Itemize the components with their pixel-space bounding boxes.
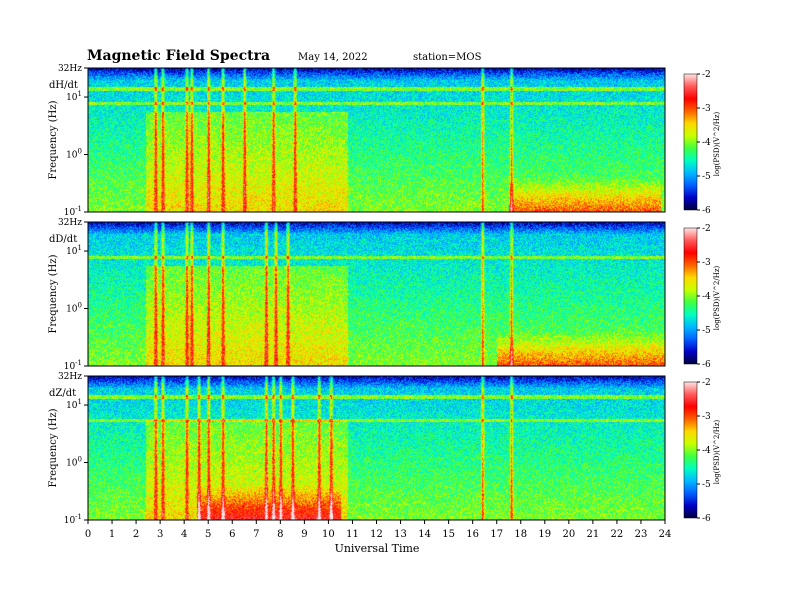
y-tick-exponent: 1	[78, 398, 82, 406]
x-tick-label: 8	[277, 529, 283, 540]
y-tick-exponent: 1	[78, 244, 82, 252]
x-tick-label: 21	[587, 529, 600, 540]
x-axis: 0 1 2 3 4 5 6 7 8 9 10 11 12 13 14 15 16 17 18 19 20 21 22 23 24	[85, 520, 672, 540]
colorbar-tick-label: -5	[702, 326, 711, 336]
x-tick-label: 10	[322, 529, 335, 540]
colorbar-label: log(PSD)(V^2/Hz)	[713, 111, 721, 176]
x-tick-label: 4	[181, 529, 187, 540]
colorbar-tick-label: -6	[702, 360, 711, 370]
x-tick-label: 1	[109, 529, 115, 540]
colorbar	[683, 73, 698, 211]
panel-label: dZ/dt	[49, 388, 76, 399]
y-tick-label: 10-1	[64, 205, 82, 218]
x-tick-label: 9	[301, 529, 307, 540]
x-tick-label: 16	[466, 529, 479, 540]
colorbar-tick-label: -4	[702, 446, 711, 456]
spectrogram-image	[88, 68, 665, 212]
spectrogram-image	[88, 222, 665, 366]
x-tick-label: 11	[346, 529, 359, 540]
x-tick-label: 7	[253, 529, 259, 540]
y-tick-label: 32Hz	[58, 218, 82, 228]
y-tick-exponent: -1	[75, 359, 82, 367]
station-label: station=MOS	[413, 52, 482, 63]
y-tick-exponent: 0	[78, 148, 82, 156]
y-tick-exponent: 1	[78, 90, 82, 98]
y-tick-label: 32Hz	[58, 372, 82, 382]
y-tick-label: 100	[66, 148, 82, 161]
x-tick-label: 0	[85, 529, 91, 540]
panel-label: dH/dt	[49, 80, 78, 91]
y-tick-exponent: -1	[75, 205, 82, 213]
x-tick-label: 20	[562, 529, 575, 540]
y-tick-exponent: -1	[75, 513, 82, 521]
spectrogram-image	[88, 376, 665, 520]
colorbar-tick-label: -3	[702, 104, 711, 114]
y-tick-exponent: 0	[78, 456, 82, 464]
colorbar-tick-label: -2	[702, 70, 711, 80]
x-tick-label: 13	[394, 529, 407, 540]
colorbar-tick-label: -2	[702, 224, 711, 234]
x-tick-label: 19	[538, 529, 551, 540]
figure-title: Magnetic Field Spectra	[87, 48, 270, 64]
panel-frame	[87, 221, 666, 367]
y-tick-label: 101	[66, 398, 82, 411]
x-tick-label: 23	[635, 529, 648, 540]
y-axis-label: Frequency (Hz)	[48, 254, 59, 333]
x-tick-label: 15	[442, 529, 455, 540]
y-axis-label: Frequency (Hz)	[48, 100, 59, 179]
x-tick-label: 14	[418, 529, 431, 540]
x-tick-label: 17	[490, 529, 503, 540]
colorbar-tick-label: -2	[702, 378, 711, 388]
colorbar-tick-label: -6	[702, 206, 711, 216]
x-tick-label: 6	[229, 529, 235, 540]
y-tick-label: 100	[66, 302, 82, 315]
panel-label: dD/dt	[49, 234, 77, 245]
x-tick-label: 22	[611, 529, 624, 540]
colorbar-tick-label: -6	[702, 514, 711, 524]
colorbar-tick-label: -5	[702, 480, 711, 490]
y-tick-label: 10-1	[64, 359, 82, 372]
colorbar-label: log(PSD)(V^2/Hz)	[713, 265, 721, 330]
colorbar-tick-label: -4	[702, 138, 711, 148]
y-axis-label: Frequency (Hz)	[48, 408, 59, 487]
colorbar-tick-label: -3	[702, 412, 711, 422]
colorbar	[683, 381, 698, 519]
x-axis-label: Universal Time	[335, 542, 420, 555]
x-tick-label: 24	[659, 529, 672, 540]
colorbar-tick-label: -4	[702, 292, 711, 302]
colorbar	[683, 227, 698, 365]
x-tick-label: 2	[133, 529, 139, 540]
figure-date: May 14, 2022	[298, 52, 368, 63]
y-tick-label: 101	[66, 90, 82, 103]
y-tick-label: 32Hz	[58, 64, 82, 74]
y-tick-label: 100	[66, 456, 82, 469]
x-tick-label: 12	[370, 529, 383, 540]
x-tick-label: 3	[157, 529, 163, 540]
x-tick-label: 5	[205, 529, 211, 540]
y-tick-label: 101	[66, 244, 82, 257]
colorbar-label: log(PSD)(V^2/Hz)	[713, 419, 721, 484]
y-tick-exponent: 0	[78, 302, 82, 310]
y-tick-label: 10-1	[64, 513, 82, 526]
x-tick-label: 18	[514, 529, 527, 540]
colorbar-tick-label: -3	[702, 258, 711, 268]
panel-frame	[87, 67, 666, 213]
colorbar-tick-label: -5	[702, 172, 711, 182]
